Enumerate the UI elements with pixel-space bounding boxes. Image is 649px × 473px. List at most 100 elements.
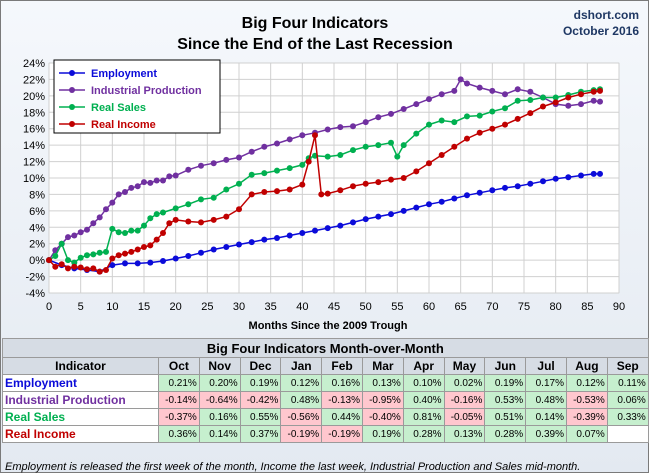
table-cell: 0.20%: [198, 374, 241, 392]
header-month: Apr: [402, 357, 445, 375]
legend-marker-real-sales: [69, 104, 75, 110]
data-point-industrial-production: [71, 232, 78, 239]
data-point-industrial-production: [362, 119, 369, 126]
data-point-real-income: [77, 264, 84, 271]
table-cell: 0.48%: [525, 391, 567, 409]
data-point-real-sales: [337, 152, 344, 158]
x-axis-label: Months Since the 2009 Trough: [249, 320, 408, 332]
x-tick-label: 55: [391, 301, 403, 313]
data-point-employment: [438, 198, 445, 205]
legend-marker-industrial-production: [69, 87, 75, 93]
table-cell: -0.14%: [158, 391, 200, 409]
x-tick-label: 20: [170, 301, 182, 313]
data-point-real-income: [318, 191, 325, 198]
x-tick-label: 5: [78, 301, 84, 313]
series-layer: [46, 76, 603, 275]
indicator-name: Real Sales: [2, 408, 159, 426]
data-point-industrial-production: [84, 226, 90, 233]
data-point-industrial-production: [375, 114, 382, 121]
data-point-employment: [502, 184, 508, 191]
data-point-real-sales: [375, 142, 382, 149]
x-tick-label: 35: [265, 301, 277, 313]
data-point-employment: [350, 219, 356, 226]
data-point-real-sales: [153, 211, 160, 218]
data-point-industrial-production: [248, 148, 255, 155]
legend-label-employment: Employment: [91, 68, 157, 80]
table-cell: 0.28%: [402, 425, 445, 443]
data-point-real-sales: [134, 227, 141, 234]
data-point-employment: [286, 232, 293, 239]
data-point-industrial-production: [160, 177, 166, 184]
data-point-real-sales: [451, 119, 458, 126]
header-month: Jan: [280, 357, 323, 375]
data-point-real-income: [172, 216, 179, 223]
data-point-employment: [527, 180, 534, 187]
data-point-real-income: [141, 244, 147, 250]
x-tick-label: 15: [138, 301, 150, 313]
table-cell: -0.16%: [443, 391, 486, 409]
table-cell: 0.10%: [402, 374, 445, 392]
data-point-real-income: [46, 257, 52, 264]
data-point-real-income: [438, 152, 445, 158]
data-point-real-income: [52, 263, 59, 270]
y-tick-label: -2%: [25, 272, 45, 284]
x-tick-label: 0: [46, 301, 52, 313]
table-cell: -0.19%: [321, 425, 363, 443]
data-point-real-income: [375, 179, 382, 186]
data-point-real-income: [198, 219, 204, 226]
data-point-employment: [597, 170, 603, 177]
data-point-real-sales: [52, 253, 59, 259]
table-cell: 0.39%: [525, 425, 567, 443]
table-cell: -0.13%: [321, 391, 363, 409]
data-point-real-sales: [464, 113, 470, 120]
data-point-industrial-production: [198, 162, 204, 169]
data-point-real-sales: [324, 153, 331, 160]
data-point-industrial-production: [77, 229, 84, 236]
data-point-employment: [185, 253, 192, 259]
data-point-real-income: [305, 158, 312, 165]
table-cell: 0.36%: [158, 425, 200, 443]
data-point-employment: [147, 259, 154, 266]
data-point-real-sales: [350, 147, 356, 154]
data-point-industrial-production: [90, 220, 97, 227]
table-cell: 0.11%: [606, 374, 649, 392]
header-month: Sep: [606, 357, 649, 375]
legend-label-real-sales: Real Sales: [91, 102, 146, 114]
date-label: October 2016: [563, 24, 639, 38]
header-month: Aug: [565, 357, 608, 375]
legend-marker-real-income: [69, 121, 75, 127]
data-point-industrial-production: [274, 140, 280, 147]
data-point-employment: [324, 225, 331, 232]
table-cell: -0.56%: [280, 408, 323, 426]
data-point-real-income: [451, 143, 458, 150]
indicator-name: Employment: [2, 374, 159, 392]
table-cell: -0.42%: [239, 391, 282, 409]
data-point-employment: [362, 216, 369, 223]
data-point-real-sales: [552, 94, 559, 101]
data-point-real-sales: [141, 222, 147, 229]
month-over-month-table: Big Four Indicators Month-over-Month Ind…: [2, 338, 649, 443]
data-point-industrial-production: [489, 87, 496, 94]
data-point-real-sales: [103, 248, 109, 255]
data-point-real-income: [286, 186, 293, 193]
y-tick-label: 8%: [29, 189, 45, 201]
data-point-industrial-production: [141, 179, 147, 186]
data-point-industrial-production: [261, 143, 268, 150]
line-chart: Big Four Indicators Since the End of the…: [23, 8, 639, 332]
table-cell: -0.37%: [158, 408, 200, 426]
data-point-industrial-production: [514, 86, 521, 93]
data-point-real-income: [527, 110, 534, 117]
x-tick-label: 60: [423, 301, 435, 313]
table-cell: 0.81%: [402, 408, 445, 426]
data-point-real-income: [96, 268, 103, 275]
data-point-employment: [552, 175, 559, 182]
data-point-real-sales: [185, 201, 192, 208]
data-point-real-sales: [489, 108, 496, 115]
data-point-real-income: [502, 121, 508, 128]
data-point-real-sales: [90, 251, 97, 258]
data-point-real-income: [540, 103, 546, 110]
data-point-real-sales: [210, 194, 217, 201]
data-point-real-sales: [147, 215, 154, 222]
x-tick-label: 30: [233, 301, 245, 313]
